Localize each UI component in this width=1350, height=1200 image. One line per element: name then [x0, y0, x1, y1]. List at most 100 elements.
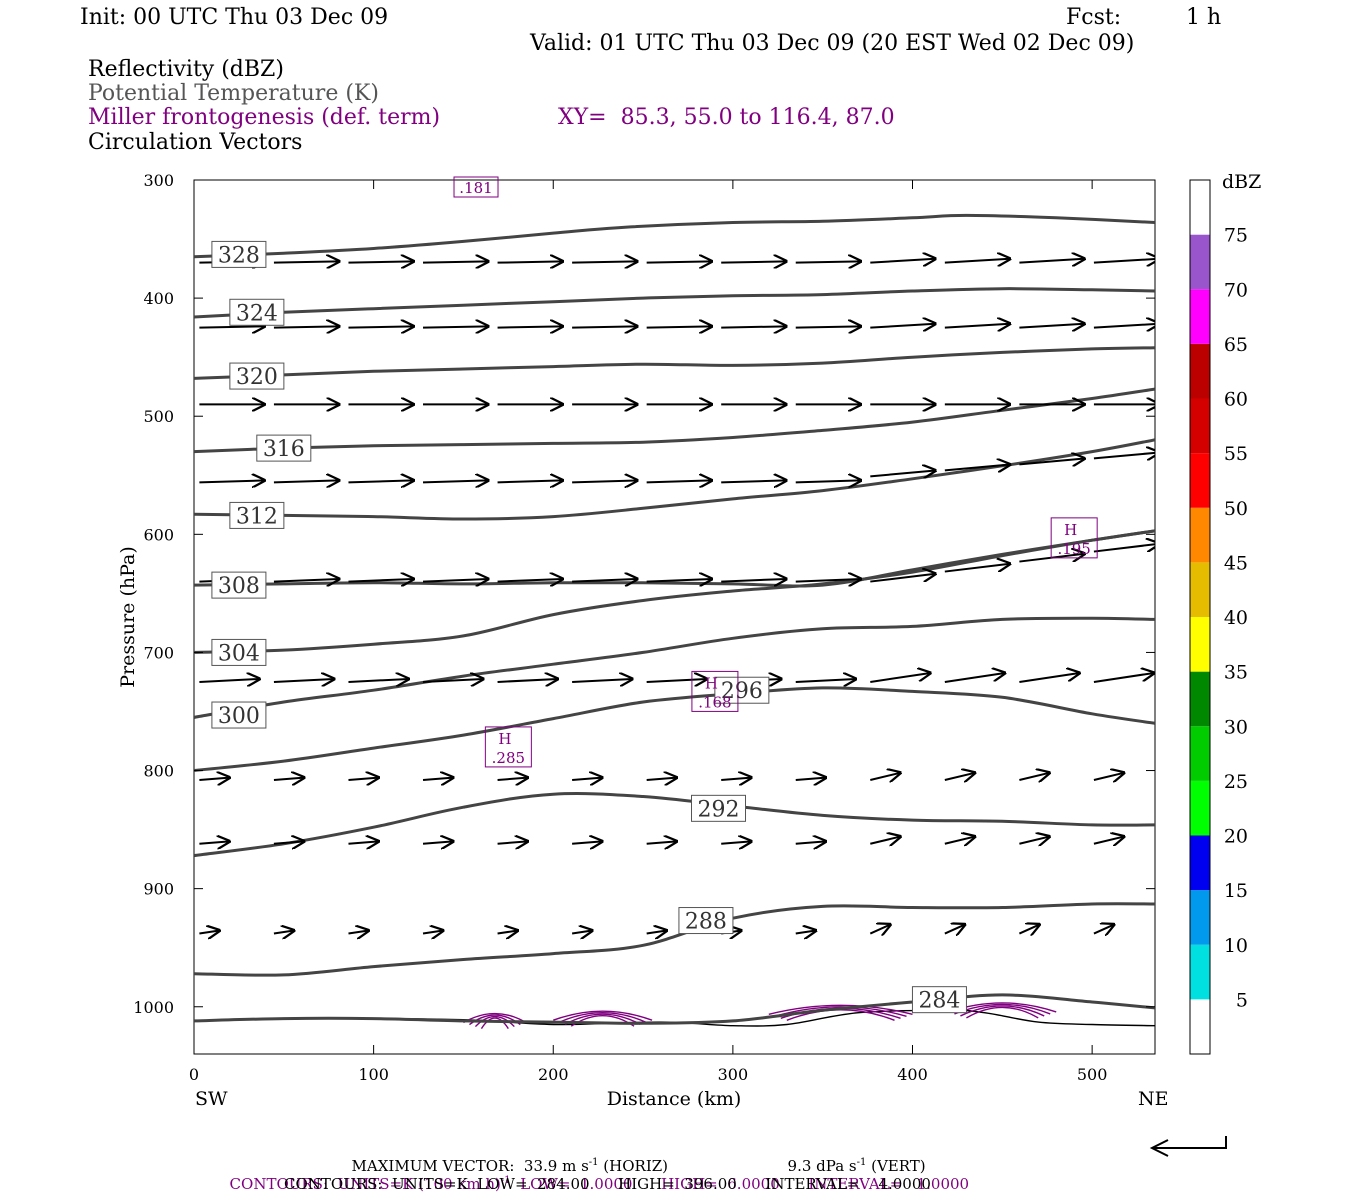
circulation-vector [199, 679, 259, 682]
circulation-vector [497, 579, 563, 582]
circulation-vector [572, 326, 637, 327]
circulation-vector [795, 841, 826, 843]
x-tick-label: 300 [718, 1065, 749, 1084]
colorbar-segment [1190, 617, 1210, 672]
colorbar-tick-label: 15 [1224, 880, 1248, 902]
circulation-vector [1019, 324, 1084, 328]
circulation-vector [348, 261, 413, 262]
colorbar-tick-label: 50 [1224, 498, 1248, 520]
circulation-vector [497, 679, 558, 682]
isentrope-320 [194, 346, 1155, 380]
colorbar-tick-label: 35 [1224, 662, 1248, 684]
valid-time: Valid: 01 UTC Thu 03 Dec 09 (20 EST Wed … [530, 31, 1135, 56]
isentrope-label-box [714, 676, 770, 704]
circulation-vector [721, 261, 786, 262]
isentrope-label-box [229, 298, 285, 326]
fronto-contour [480, 1017, 509, 1029]
x-tick-label: 400 [897, 1065, 928, 1084]
circulation-vector [273, 778, 304, 780]
y-tick-label: 800 [143, 762, 174, 781]
fronto-max-label: H [705, 674, 718, 692]
circulation-vector [273, 480, 339, 482]
circulation-vector [273, 679, 334, 682]
sup-horiz: -1 [588, 1157, 599, 1168]
y-tick-label: 600 [143, 525, 174, 544]
circulation-vector [870, 324, 935, 328]
isentrope-label: 292 [698, 797, 740, 822]
colorbar-tick-label: 25 [1224, 771, 1248, 793]
isentrope-label: 324 [236, 301, 278, 326]
sup-fronto: -1 [500, 1175, 511, 1186]
circulation-vector [795, 679, 856, 682]
circulation-vector [348, 841, 378, 843]
circulation-vector [572, 778, 602, 780]
circulation-vector [348, 778, 378, 780]
circulation-vector [572, 579, 637, 582]
plot-frame [193, 179, 1156, 1055]
circulation-vector [795, 931, 816, 934]
fronto-contour [966, 1006, 1039, 1019]
isentrope-300 [194, 616, 1155, 719]
isentrope-308 [194, 529, 1155, 588]
circulation-vector [497, 778, 528, 780]
circulation-vector [199, 931, 219, 934]
fronto-max-value: .168 [698, 693, 731, 711]
circulation-vector [1093, 324, 1155, 328]
colorbar-tick-label: 40 [1224, 607, 1248, 629]
circulation-vector [422, 841, 453, 843]
circulation-vector [1019, 773, 1049, 780]
circulation-vector [1019, 459, 1084, 465]
y-tick-label: 400 [143, 289, 174, 308]
x-left-end-label: SW [195, 1088, 228, 1110]
circulation-vector [273, 579, 339, 582]
fronto-max-label: H [1064, 521, 1077, 539]
fronto-contour [768, 1004, 913, 1015]
colorbar-segment [1190, 289, 1210, 344]
circulation-vector [422, 679, 483, 682]
circulation-vector [423, 326, 488, 327]
circulation-vector [646, 326, 712, 327]
field-vectors: Circulation Vectors [88, 130, 303, 155]
colorbar-segment [1190, 507, 1210, 563]
isentrope-label: 316 [263, 437, 305, 462]
colorbar-segment [1190, 453, 1210, 508]
isentrope-label: 320 [236, 365, 278, 390]
circulation-vector [646, 841, 677, 843]
colorbar-segment [1190, 999, 1210, 1054]
fronto-max-box [484, 726, 532, 768]
circulation-vector [199, 841, 229, 843]
isentrope-label: 284 [918, 989, 960, 1014]
colorbar-segment [1190, 944, 1210, 1000]
circulation-vector [646, 261, 712, 262]
circulation-vector [1093, 773, 1124, 780]
fronto-contour [474, 1015, 515, 1028]
circulation-vector [795, 261, 861, 262]
circulation-vector [348, 579, 413, 582]
isentrope-316 [194, 387, 1155, 454]
isentrope-label-box [229, 501, 285, 529]
circulation-vector [348, 480, 413, 482]
circulation-vector [795, 579, 861, 582]
circulation-vector [348, 679, 408, 682]
circulation-vector [870, 471, 935, 477]
field-reflectivity: Reflectivity (dBZ) [88, 57, 284, 82]
circulation-vector [423, 261, 488, 262]
isentrope-label: 308 [218, 574, 260, 599]
y-tick-label: 700 [143, 643, 174, 662]
x-tick-label: 0 [189, 1065, 199, 1084]
isentrope-label-box [211, 240, 267, 268]
isentrope-284 [194, 993, 1155, 1025]
circulation-vector [944, 773, 975, 780]
init-time: Init: 00 UTC Thu 03 Dec 09 [80, 5, 389, 30]
circulation-vector [944, 564, 1010, 573]
circulation-vector [497, 931, 518, 934]
circulation-vector [422, 778, 453, 780]
isentrope-label-box [211, 571, 267, 599]
colorbar-segment [1190, 234, 1210, 290]
circulation-vector [273, 261, 339, 262]
fronto-max-box [453, 176, 499, 198]
isentrope-label-box [229, 362, 285, 390]
colorbar-unit: dBZ [1222, 171, 1261, 193]
circulation-vector [348, 326, 413, 327]
